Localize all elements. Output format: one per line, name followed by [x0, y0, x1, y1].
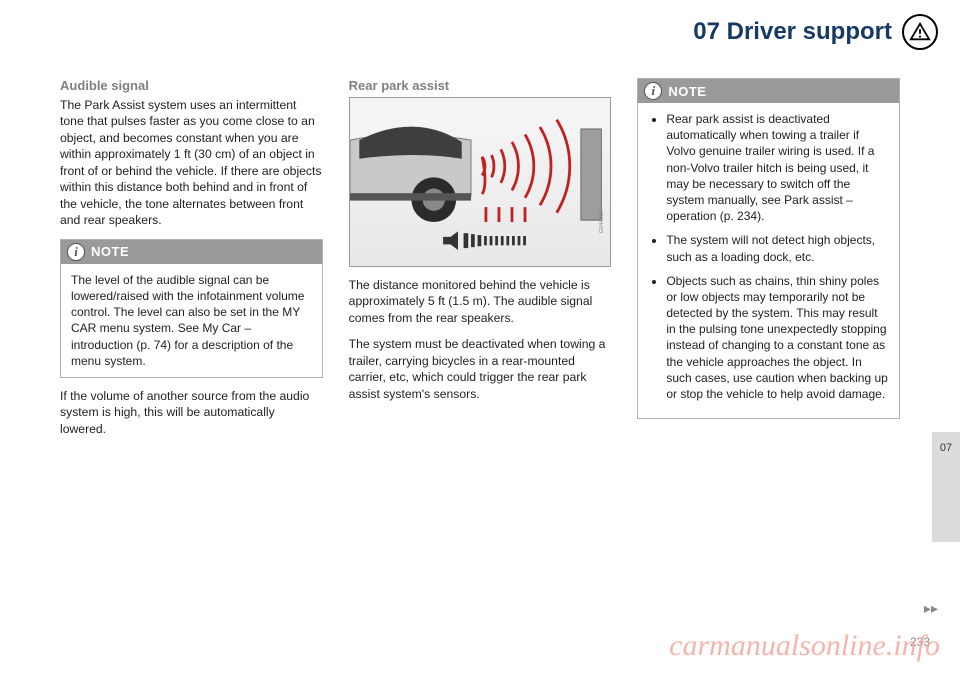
rear-park-assist-illustration: G044105: [349, 97, 612, 267]
list-item: Rear park assist is deactivated automati…: [666, 111, 889, 224]
note-title: NOTE: [668, 84, 706, 99]
note-box: i NOTE The level of the audible signal c…: [60, 239, 323, 378]
column-3: i NOTE Rear park assist is deactivated a…: [637, 78, 900, 447]
paragraph: The distance monitored behind the vehicl…: [349, 277, 612, 326]
paragraph: The Park Assist system uses an intermitt…: [60, 97, 323, 229]
continue-icon: ▸▸: [924, 600, 938, 617]
note-title: NOTE: [91, 244, 129, 259]
note-header: i NOTE: [638, 79, 899, 103]
chapter-tab: 07: [932, 432, 960, 542]
watermark: carmanualsonline.info: [669, 629, 940, 663]
column-2: Rear park assist: [349, 78, 612, 447]
paragraph: The system must be deactivated when towi…: [349, 336, 612, 402]
note-body: The level of the audible signal can be l…: [61, 264, 322, 377]
note-header: i NOTE: [61, 240, 322, 264]
paragraph: If the volume of another source from the…: [60, 388, 323, 437]
exclamation-triangle-icon: [902, 14, 938, 50]
list-item: Objects such as chains, thin shiny poles…: [666, 273, 889, 403]
list-item: The system will not detect high objects,…: [666, 232, 889, 264]
column-1: Audible signal The Park Assist system us…: [60, 78, 323, 447]
note-box: i NOTE Rear park assist is deactivated a…: [637, 78, 900, 419]
info-icon: i: [644, 82, 662, 100]
chapter-title: 07 Driver support: [693, 18, 892, 46]
heading-rear-park-assist: Rear park assist: [349, 78, 612, 93]
illustration-id: G044105: [599, 210, 605, 233]
note-body: Rear park assist is deactivated automati…: [638, 103, 899, 418]
heading-audible-signal: Audible signal: [60, 78, 323, 93]
page-header: 07 Driver support: [693, 14, 938, 50]
note-list: Rear park assist is deactivated automati…: [648, 111, 889, 402]
content-area: Audible signal The Park Assist system us…: [60, 78, 900, 447]
info-icon: i: [67, 243, 85, 261]
